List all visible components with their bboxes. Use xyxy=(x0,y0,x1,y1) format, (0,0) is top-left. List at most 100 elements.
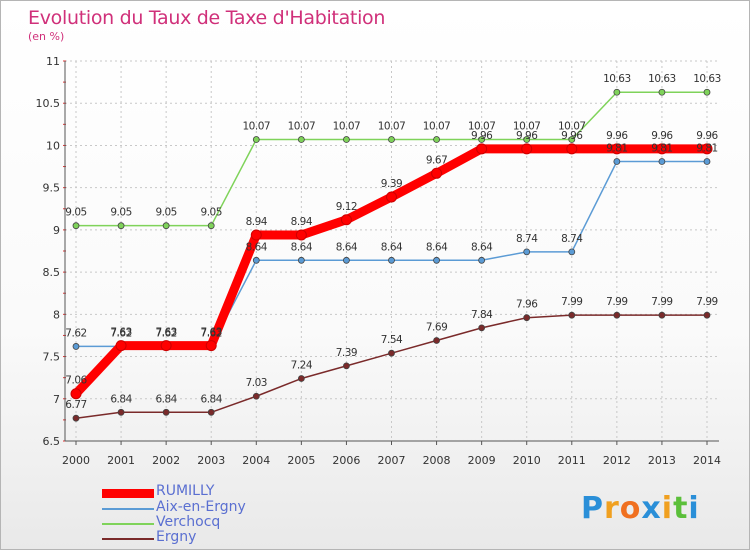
data-point xyxy=(297,256,305,264)
data-label: 8.74 xyxy=(561,233,583,245)
data-point xyxy=(433,337,440,344)
data-label: 7.54 xyxy=(381,334,403,346)
data-point xyxy=(703,158,711,165)
logo-letter: r xyxy=(604,491,620,526)
data-point xyxy=(703,311,711,319)
legend-label: RUMILLY xyxy=(156,483,215,499)
data-point xyxy=(72,343,80,350)
data-label: 9.05 xyxy=(110,207,131,219)
data-point xyxy=(115,340,127,352)
legend-item-ergny: Ergny xyxy=(102,529,302,546)
legend-label: Verchocq xyxy=(156,514,221,530)
y-tick-label: 9 xyxy=(53,224,60,237)
y-tick-label: 8 xyxy=(53,308,60,321)
data-label: 6.77 xyxy=(65,399,86,411)
legend-swatch xyxy=(102,489,154,498)
x-tick-label: 2012 xyxy=(603,454,631,467)
data-point xyxy=(703,88,711,96)
data-point xyxy=(295,229,307,241)
data-label: 10.07 xyxy=(378,121,406,133)
x-tick-label: 2009 xyxy=(468,454,496,467)
logo-letter: i xyxy=(661,491,674,526)
data-label: 7.63 xyxy=(155,327,176,339)
data-point xyxy=(297,136,305,143)
data-point xyxy=(658,311,666,319)
x-tick-label: 2011 xyxy=(558,454,586,467)
data-label: 8.74 xyxy=(516,233,538,245)
data-label: 9.96 xyxy=(561,130,583,142)
logo-letter: o xyxy=(619,491,642,526)
y-tick-label: 8.5 xyxy=(43,266,61,279)
data-point xyxy=(388,349,395,357)
x-tick-label: 2013 xyxy=(648,454,676,467)
data-label: 9.05 xyxy=(155,207,176,219)
data-label: 10.07 xyxy=(558,121,586,133)
legend-swatch xyxy=(102,538,154,540)
data-label: 9.96 xyxy=(606,130,628,142)
data-label: 9.96 xyxy=(516,130,538,142)
data-label: 7.96 xyxy=(516,299,538,311)
data-point xyxy=(433,256,440,264)
data-point xyxy=(613,311,621,319)
data-point xyxy=(386,191,397,203)
data-point xyxy=(388,256,395,264)
data-label: 10.07 xyxy=(468,121,496,133)
data-point xyxy=(568,248,576,256)
data-point xyxy=(478,256,486,264)
data-point xyxy=(72,414,80,422)
x-tick-label: 2006 xyxy=(332,454,360,467)
data-label: 7.63 xyxy=(201,327,222,339)
x-tick-label: 2003 xyxy=(197,454,225,467)
data-label: 10.07 xyxy=(423,121,451,133)
data-label: 7.03 xyxy=(246,377,267,389)
data-label: 9.05 xyxy=(201,207,222,219)
data-label: 8.64 xyxy=(471,241,493,253)
x-tick-label: 2002 xyxy=(152,454,180,467)
data-label: 8.64 xyxy=(246,241,268,253)
data-point xyxy=(523,248,531,256)
data-point xyxy=(70,388,82,400)
legend-swatch xyxy=(102,508,154,510)
data-label: 9.96 xyxy=(696,130,718,142)
y-tick-label: 10.5 xyxy=(36,97,61,110)
legend-swatch xyxy=(102,523,154,525)
data-label: 10.07 xyxy=(333,121,361,133)
x-tick-label: 2004 xyxy=(242,454,270,467)
y-tick-label: 7 xyxy=(53,393,60,406)
data-label: 8.94 xyxy=(291,216,313,228)
chart-title: Evolution du Taux de Taxe d'Habitation xyxy=(28,7,386,29)
data-point xyxy=(207,222,215,230)
data-label: 9.81 xyxy=(606,142,627,154)
data-point xyxy=(478,136,486,143)
data-point xyxy=(340,214,352,226)
data-point xyxy=(568,136,576,143)
data-point xyxy=(117,408,125,416)
data-label: 6.84 xyxy=(201,393,223,405)
data-label: 7.69 xyxy=(426,322,447,334)
data-label: 9.81 xyxy=(696,142,717,154)
data-label: 7.99 xyxy=(651,296,672,308)
data-point xyxy=(205,340,217,352)
y-tick-label: 7.5 xyxy=(43,351,61,364)
data-label: 8.64 xyxy=(381,241,403,253)
data-point xyxy=(343,256,350,264)
data-point xyxy=(566,143,578,155)
data-point xyxy=(613,158,621,165)
x-tick-label: 2007 xyxy=(378,454,406,467)
data-point xyxy=(613,88,621,96)
y-tick-label: 11 xyxy=(46,55,60,68)
data-point xyxy=(658,158,666,165)
data-label: 7.99 xyxy=(561,296,582,308)
data-point xyxy=(523,136,531,143)
data-point xyxy=(611,143,623,155)
x-tick-label: 2010 xyxy=(513,454,541,467)
proxiti-logo: Proxiti xyxy=(581,491,700,526)
x-tick-label: 2005 xyxy=(287,454,315,467)
data-point xyxy=(117,222,125,230)
y-tick-label: 10 xyxy=(46,139,60,152)
data-point xyxy=(656,143,668,155)
x-tick-label: 2001 xyxy=(107,454,135,467)
data-label: 8.94 xyxy=(246,216,268,228)
data-point xyxy=(162,222,170,230)
data-label: 7.62 xyxy=(201,327,222,339)
